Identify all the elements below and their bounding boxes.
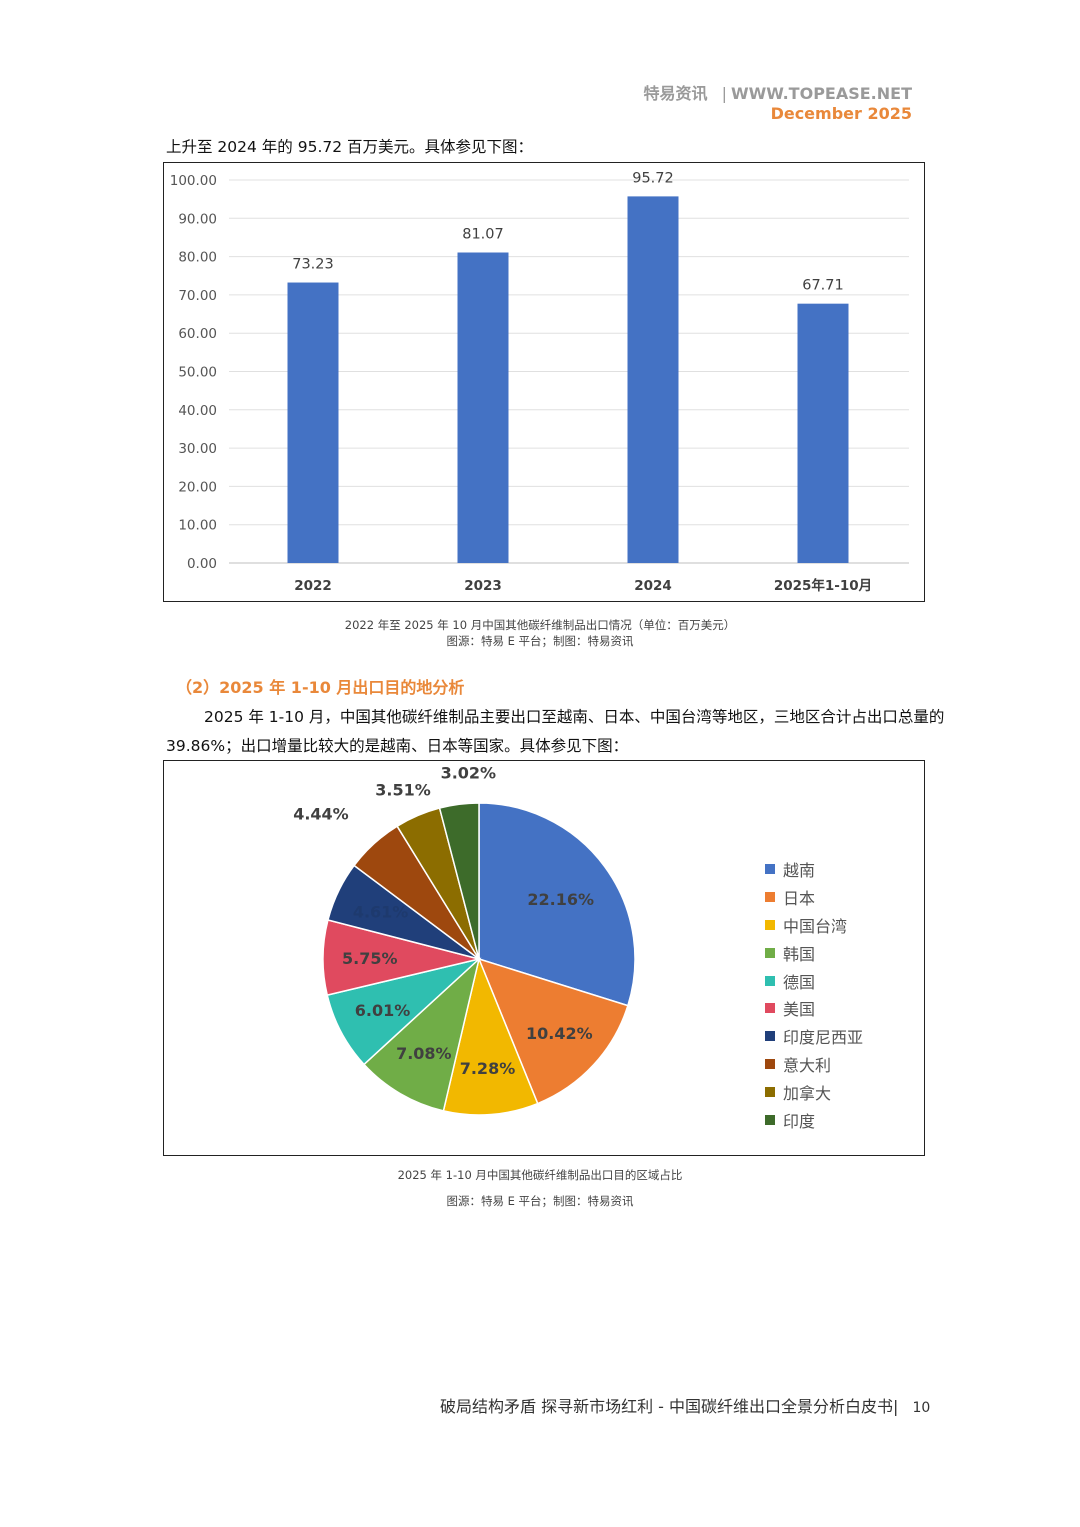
pie-slice [478, 802, 636, 1007]
y-tick-label: 50.00 [178, 365, 217, 381]
legend-label: 中国台湾 [783, 916, 848, 936]
bar-chart-frame: 0.00 10.00 20.00 30.00 40.00 50.00 60.00 70.00 8… [163, 162, 925, 602]
y-tick-label: 30.00 [178, 441, 217, 457]
bar-chart: 0.00 10.00 20.00 30.00 40.00 50.00 60.00 70.00 8… [170, 170, 909, 594]
header-date: December 2025 [770, 104, 912, 123]
pie-chart-caption: 2025 年 1-10 月中国其他碳纤维制品出口目的区域占比 [397, 1168, 683, 1182]
legend-swatch [765, 947, 775, 958]
bar-value-label: 95.72 [632, 170, 674, 186]
bar-value-label: 73.23 [292, 257, 334, 273]
legend-label: 美国 [783, 1000, 816, 1020]
pie-slice [442, 956, 539, 1116]
legend-item: 日本 [765, 883, 863, 911]
legend-swatch [765, 1087, 775, 1098]
legend-swatch [765, 975, 775, 986]
pie-value-label: 4.44% [293, 805, 349, 824]
pie-value-label: 7.08% [396, 1044, 452, 1063]
bar [797, 303, 849, 563]
bar [287, 282, 339, 563]
legend-swatch [765, 863, 775, 874]
legend-label: 韩国 [783, 944, 816, 964]
legend-swatch [765, 891, 775, 902]
site-url: WWW.TOPEASE.NET [730, 84, 912, 103]
pie-value-label: 5.75% [342, 949, 398, 968]
x-category-label: 2023 [464, 578, 502, 594]
pie-legend: 越南日本中国台湾韩国德国美国印度尼西亚意大利加拿大印度 [765, 855, 863, 1134]
legend-item: 美国 [765, 994, 863, 1022]
pie-chart: 22.16% 10.42% 7.28% 7.08% 6.01% 5.75% 4.61% 4.4… [293, 763, 636, 1116]
legend-item: 越南 [765, 855, 863, 883]
legend-swatch [765, 1114, 775, 1125]
legend-label: 印度尼西亚 [783, 1028, 864, 1048]
legend-swatch [765, 1059, 775, 1070]
legend-item: 德国 [765, 967, 863, 995]
x-category-label: 2025年1-10月 [774, 577, 872, 594]
y-tick-label: 60.00 [178, 326, 217, 342]
legend-item: 韩国 [765, 939, 863, 967]
footer: 破局结构矛盾 探寻新市场红利 - 中国碳纤维出口全景分析白皮书| 10 [440, 1393, 930, 1417]
legend-label: 越南 [783, 860, 816, 880]
legend-label: 加拿大 [783, 1084, 832, 1104]
body-para-line2: 39.86%；出口增量比较大的是越南、日本等国家。具体参见下图： [166, 737, 629, 755]
pie-slice [362, 956, 481, 1112]
pie-chart-frame: 22.16% 10.42% 7.28% 7.08% 6.01% 5.75% 4.61% 4.4… [163, 760, 925, 1156]
pie-value-label: 6.01% [355, 1001, 411, 1020]
legend-label: 意大利 [783, 1056, 832, 1076]
legend-swatch [765, 1003, 775, 1014]
legend-swatch [765, 1031, 775, 1042]
bar-value-label: 81.07 [462, 227, 504, 243]
bar-chart-caption: 2022 年至 2025 年 10 月中国其他碳纤维制品出口情况（单位：百万美元… [344, 618, 736, 632]
legend-swatch [765, 919, 775, 930]
bar-chart-source: 图源：特易 E 平台；制图：特易资讯 [446, 634, 634, 648]
y-tick-label: 20.00 [178, 479, 217, 495]
legend-item: 中国台湾 [765, 911, 863, 939]
legend-item: 加拿大 [765, 1078, 863, 1106]
y-tick-label: 40.00 [178, 403, 217, 419]
pie-value-label: 3.51% [375, 780, 431, 799]
bar [627, 196, 679, 563]
pie-value-label: 4.61% [353, 903, 409, 922]
pie-value-label: 10.42% [526, 1024, 593, 1043]
header-separator: | [721, 84, 727, 103]
section-title: （2）2025 年 1-10 月出口目的地分析 [176, 678, 465, 697]
pie-chart-source: 图源：特易 E 平台；制图：特易资讯 [446, 1194, 634, 1208]
x-category-label: 2024 [634, 578, 672, 594]
pie-value-label: 22.16% [527, 890, 594, 909]
page-number: 10 [912, 1400, 931, 1416]
pie-value-label: 7.28% [460, 1059, 516, 1078]
pie-slice [477, 957, 629, 1105]
legend-item: 意大利 [765, 1050, 863, 1078]
legend-label: 印度 [783, 1111, 816, 1131]
pie-slice [438, 802, 480, 960]
header-brand: 特易资讯 | WWW.TOPEASE.NET [600, 80, 912, 104]
footer-text: 破局结构矛盾 探寻新市场红利 - 中国碳纤维出口全景分析白皮书| [440, 1397, 899, 1416]
x-category-label: 2022 [294, 578, 332, 594]
legend-item: 印度尼西亚 [765, 1022, 863, 1050]
y-tick-label: 90.00 [178, 211, 217, 227]
brand-name: 特易资讯 [643, 84, 708, 103]
legend-item: 印度 [765, 1106, 863, 1134]
bar [457, 252, 509, 563]
intro-text: 上升至 2024 年的 95.72 百万美元。具体参见下图： [166, 138, 534, 156]
y-tick-label: 0.00 [187, 556, 217, 572]
y-tick-label: 80.00 [178, 250, 217, 266]
pie-value-label: 3.02% [441, 763, 497, 782]
y-tick-label: 10.00 [178, 518, 217, 534]
legend-label: 日本 [783, 888, 816, 908]
y-tick-label: 100.00 [170, 173, 217, 189]
body-para-line1: 2025 年 1-10 月，中国其他碳纤维制品主要出口至越南、日本、中国台湾等地… [204, 708, 945, 726]
y-tick-label: 70.00 [178, 288, 217, 304]
bar-value-label: 67.71 [802, 278, 844, 294]
legend-label: 德国 [783, 972, 816, 992]
